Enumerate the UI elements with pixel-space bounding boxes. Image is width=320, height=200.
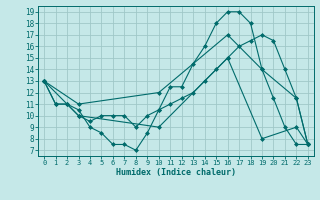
X-axis label: Humidex (Indice chaleur): Humidex (Indice chaleur) [116, 168, 236, 177]
